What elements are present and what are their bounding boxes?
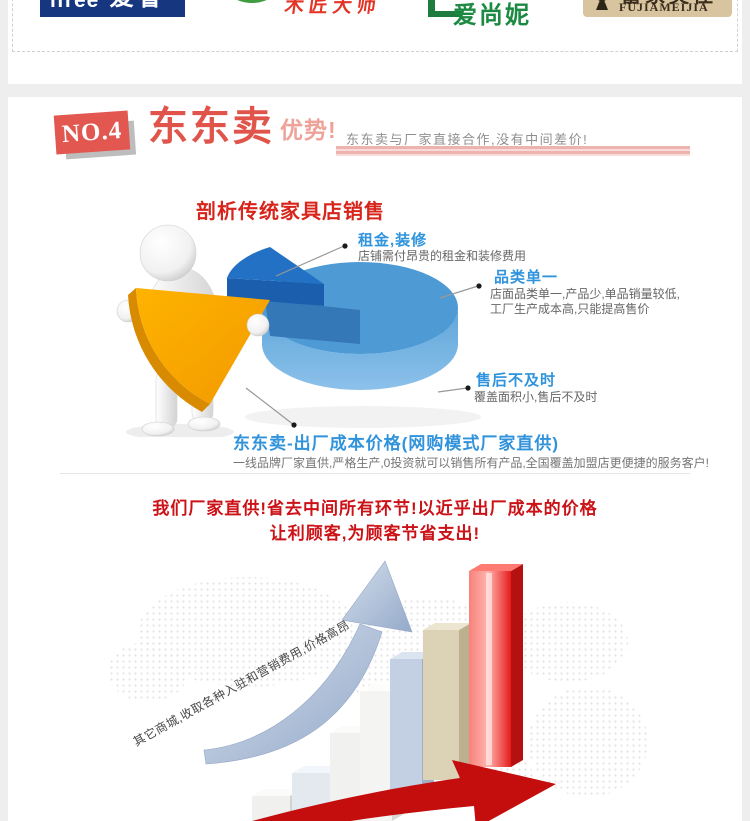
advantage-section: NO.4 东东卖 优势! 东东卖与厂家直接合作,没有中间差价! 剖析传统家具店销… bbox=[8, 97, 742, 821]
callout-rent-title: 租金,装修 bbox=[358, 232, 428, 249]
callout-aftersale-title: 售后不及时 bbox=[476, 372, 557, 389]
pie-pulled-slice bbox=[227, 247, 324, 306]
promo-line1: 我们厂家直供!省去中间所有环节!以近乎出厂成本的价格 bbox=[152, 499, 598, 518]
pie-chart bbox=[227, 247, 481, 428]
fujiameijia-gramophone-icon bbox=[596, 0, 608, 10]
callout-lines bbox=[245, 245, 479, 426]
aishin-logo-cn: 爱尚妮 bbox=[453, 2, 531, 29]
brand-logo-strip: ifree 爱睿 木匠大师 AISHIN 爱尚妮 富家美佳 FUJIAMEIJI… bbox=[8, 0, 742, 84]
logo-dashed-border: ifree 爱睿 木匠大师 AISHIN 爱尚妮 富家美佳 FUJIAMEIJI… bbox=[12, 0, 738, 52]
conclusion-title: 东东卖-出厂成本价格(网购模式厂家直供) bbox=[233, 434, 559, 453]
mujiang-dashi-emblem-icon bbox=[220, 0, 284, 3]
fujiameijia-logo-cn: 富家美佳 bbox=[621, 0, 717, 8]
tagline: 东东卖与厂家直接合作,没有中间差价! bbox=[346, 132, 589, 147]
no4-badge: NO.4 bbox=[53, 110, 131, 155]
mujiang-dashi-logo: 木匠大师 bbox=[283, 0, 383, 17]
rising-arrow-blue bbox=[203, 560, 413, 765]
section-heading: 东东卖 优势! bbox=[148, 105, 337, 149]
callout-rent-desc: 店铺需付昂贵的租金和装修费用 bbox=[358, 249, 527, 263]
callout-category-desc2: 工厂生产成本高,只能提高售价 bbox=[490, 302, 650, 316]
brand-suffix: 优势! bbox=[280, 117, 337, 143]
aishin-bracket-icon bbox=[428, 0, 435, 17]
ifree-logo-cn: 爱睿 bbox=[109, 0, 165, 13]
red-arrow bbox=[252, 760, 556, 821]
callout-category-desc1: 店面品类单一,产品少,单品销量较低, bbox=[490, 287, 681, 301]
promo-line2: 让利顾客,为顾客节省支出! bbox=[269, 524, 481, 543]
fujiameijia-logo-latin: FUJIAMEIJIA bbox=[619, 0, 709, 14]
aishin-bracket-icon bbox=[428, 11, 462, 17]
person-hand bbox=[246, 313, 270, 337]
growth-bars-illustration bbox=[108, 560, 648, 821]
ifree-logo: ifree 爱睿 bbox=[40, 0, 185, 17]
callout-category-title: 品类单一 bbox=[494, 269, 559, 286]
analysis-title: 剖析传统家具店销售 bbox=[196, 201, 385, 223]
fujiameijia-logo: 富家美佳 FUJIAMEIJIA bbox=[583, 0, 732, 17]
callout-dots bbox=[291, 243, 482, 428]
pie-chart-illustration bbox=[116, 224, 482, 437]
orange-slice bbox=[128, 288, 270, 412]
tagline-underline bbox=[336, 146, 690, 156]
brand-title: 东东卖 bbox=[148, 105, 274, 149]
bar-red-tall bbox=[469, 564, 523, 767]
ifree-logo-latin: ifree bbox=[50, 0, 100, 12]
callout-aftersale-desc: 覆盖面积小,售后不及时 bbox=[474, 390, 598, 404]
section-divider bbox=[60, 473, 690, 474]
bar-6 bbox=[423, 623, 471, 780]
conclusion-desc: 一线品牌厂家直供,严格生产,0投资就可以销售所有产品,全国覆盖加盟店更便捷的服务… bbox=[233, 456, 710, 470]
